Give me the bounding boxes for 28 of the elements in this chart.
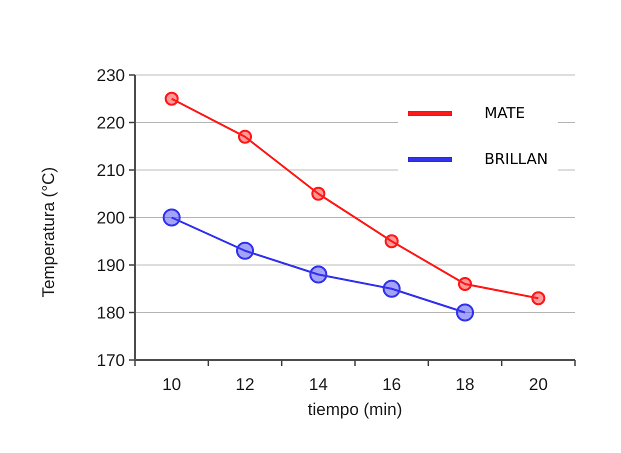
x-tick-label: 12	[236, 375, 254, 394]
point	[236, 242, 254, 260]
point	[162, 208, 181, 226]
point	[311, 186, 326, 201]
y-tick-label: 180	[96, 304, 125, 322]
point	[458, 277, 472, 291]
y-tick-label: 190	[96, 256, 125, 275]
point	[309, 266, 328, 284]
y-tick-label: 210	[96, 161, 125, 180]
legend-label: BRILLAN	[484, 150, 548, 168]
y-tick-label: 220	[96, 114, 125, 132]
point	[531, 291, 546, 306]
y-tick-label: 200	[96, 208, 125, 228]
x-tick-label: 18	[456, 375, 474, 394]
x-tick-label: 10	[162, 375, 182, 394]
x-tick-label: 14	[308, 375, 328, 394]
legend-label: MATE	[484, 104, 525, 122]
point	[456, 304, 474, 322]
y-axis-title: Temperatura (°C)	[39, 166, 58, 298]
point	[164, 92, 179, 106]
x-axis-title: tiempo (min)	[308, 400, 402, 419]
point	[382, 280, 401, 298]
x-tick-label: 16	[382, 375, 402, 394]
point	[238, 130, 252, 144]
y-tick-label: 230	[96, 66, 125, 85]
point	[384, 234, 399, 248]
x-tick-label: 20	[528, 375, 548, 394]
y-tick-label: 170	[96, 351, 125, 370]
